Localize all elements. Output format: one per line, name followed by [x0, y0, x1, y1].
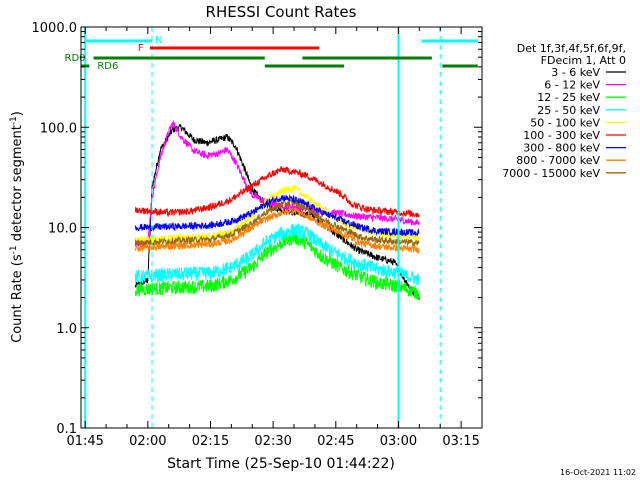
x-tick-label: 02:15	[192, 434, 229, 449]
y-axis-label-end: )	[10, 111, 25, 116]
rd6-label: RD6	[97, 61, 118, 72]
y-tick-label: 0.1	[56, 422, 77, 437]
x-tick-label: 02:45	[317, 434, 354, 449]
series-line	[134, 206, 420, 255]
series-line	[134, 222, 420, 287]
x-tick-label: 03:00	[380, 434, 417, 449]
legend-label: 25 - 50 keV	[537, 104, 600, 117]
legend-title-line2: FDecim 1, Att 0	[541, 54, 626, 67]
series-line	[134, 198, 420, 247]
date-stamp: 16-Oct-2021 11:02	[560, 468, 636, 477]
annotation-layer: NF RD0 RD6	[65, 27, 478, 428]
legend-label: 12 - 25 keV	[537, 91, 600, 104]
y-tick-label: 1000.0	[32, 21, 78, 36]
legend-label: 800 - 7000 keV	[516, 154, 600, 167]
y-axis-label: Count Rate (s-1 detector segment-1)	[9, 111, 25, 343]
y-tick-label: 1.0	[56, 322, 77, 337]
x-tick-label: 02:30	[254, 434, 291, 449]
axes-layer: 01:45 02:00 02:15 02:30 02:45 03:00 03:15 0.1 1.…	[32, 21, 482, 449]
series-line	[134, 165, 420, 218]
legend-title-line1: Det 1f,3f,4f,5f,6f,9f,	[517, 42, 626, 55]
y-axis-label-exp2: -1	[9, 116, 19, 125]
y-axis-label-exp1: -1	[9, 245, 19, 254]
legend-label: 50 - 100 keV	[530, 116, 600, 129]
x-axis-label: Start Time (25-Sep-10 01:44:22)	[167, 456, 395, 472]
legend-label: 3 - 6 keV	[551, 66, 600, 79]
series-line	[134, 193, 420, 237]
x-tick-label: 01:45	[66, 434, 103, 449]
series-layer	[134, 119, 420, 301]
y-axis-label-mid: detector segment	[10, 125, 25, 245]
x-tick-label: 02:00	[129, 434, 166, 449]
x-tick-label: 03:15	[442, 434, 479, 449]
series-line	[134, 231, 420, 300]
legend-label: 6 - 12 keV	[544, 79, 600, 92]
night-label: N	[155, 35, 162, 46]
chart-title: RHESSI Count Rates	[206, 3, 357, 21]
y-tick-label: 100.0	[40, 121, 77, 136]
legend-label: 7000 - 15000 keV	[502, 167, 600, 180]
series-line	[134, 124, 420, 301]
y-tick-label: 10.0	[48, 222, 77, 237]
legend-label: 300 - 800 keV	[523, 142, 600, 155]
y-axis-label-main: Count Rate (s	[10, 254, 25, 343]
legend-label: 100 - 300 keV	[523, 129, 600, 142]
rd0-label: RD0	[65, 53, 86, 64]
flare-label: F	[138, 43, 144, 54]
legend: Det 1f,3f,4f,5f,6f,9f, FDecim 1, Att 0 3…	[502, 42, 626, 180]
